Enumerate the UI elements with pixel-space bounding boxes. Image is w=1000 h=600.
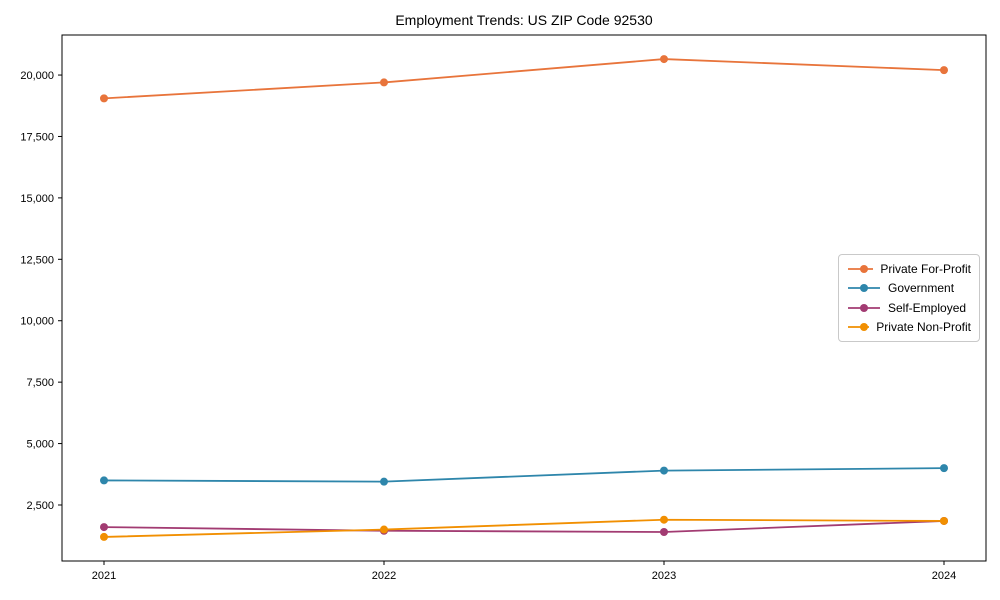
y-tick-label: 2,500 (26, 500, 54, 512)
x-tick-label: 2021 (92, 570, 116, 582)
data-point-private-for-profit (380, 78, 388, 87)
legend-line-marker-icon (848, 323, 870, 332)
y-tick-label: 7,500 (26, 377, 54, 389)
chart-title: Employment Trends: US ZIP Code 92530 (395, 12, 653, 28)
legend-line-marker-icon (848, 303, 880, 312)
x-tick-label: 2022 (372, 570, 396, 582)
legend-dot-icon (860, 264, 868, 273)
y-tick-label: 15,000 (20, 193, 54, 205)
data-point-self-employed (660, 528, 668, 537)
legend-dot-icon (860, 323, 868, 332)
data-point-private-non-profit (940, 516, 948, 525)
legend-line-marker-icon (848, 284, 880, 293)
data-point-private-for-profit (660, 55, 668, 64)
legend-dot-icon (860, 284, 868, 293)
legend: Private For-Profit Government Self-Employe… (838, 254, 980, 342)
data-point-private-non-profit (380, 525, 388, 534)
legend-item-self-employed: Self-Employed (847, 301, 971, 315)
legend-dot-icon (860, 303, 868, 312)
series-line-self-employed (103, 520, 945, 533)
data-point-private-non-profit (660, 515, 668, 524)
data-point-government (940, 464, 948, 473)
y-tick-label: 10,000 (20, 316, 54, 328)
legend-item-private-for-profit: Private For-Profit (847, 262, 971, 276)
legend-line-marker-icon (848, 264, 874, 273)
legend-label: Self-Employed (888, 300, 967, 315)
data-point-self-employed (100, 523, 108, 532)
data-point-government (100, 476, 108, 485)
y-tick-label: 12,500 (20, 254, 54, 266)
plot-border (61, 34, 987, 562)
series-line-government (103, 467, 945, 483)
data-point-government (380, 477, 388, 486)
data-point-private-non-profit (100, 532, 108, 541)
x-tick-label: 2024 (932, 570, 956, 582)
legend-item-government: Government (847, 281, 971, 295)
data-point-government (660, 466, 668, 475)
legend-label: Private Non-Profit (876, 320, 971, 335)
legend-label: Private For-Profit (880, 261, 971, 276)
y-tick-label: 5,000 (26, 439, 54, 451)
x-tick-label: 2023 (652, 570, 676, 582)
series-line-private-non-profit (103, 518, 945, 538)
y-tick-label: 20,000 (20, 70, 54, 82)
y-tick-label: 17,500 (20, 131, 54, 143)
series-line-private-for-profit (103, 58, 945, 100)
data-point-private-for-profit (100, 94, 108, 103)
data-point-private-for-profit (940, 66, 948, 75)
legend-label: Government (888, 281, 955, 296)
legend-item-private-non-profit: Private Non-Profit (847, 320, 971, 334)
